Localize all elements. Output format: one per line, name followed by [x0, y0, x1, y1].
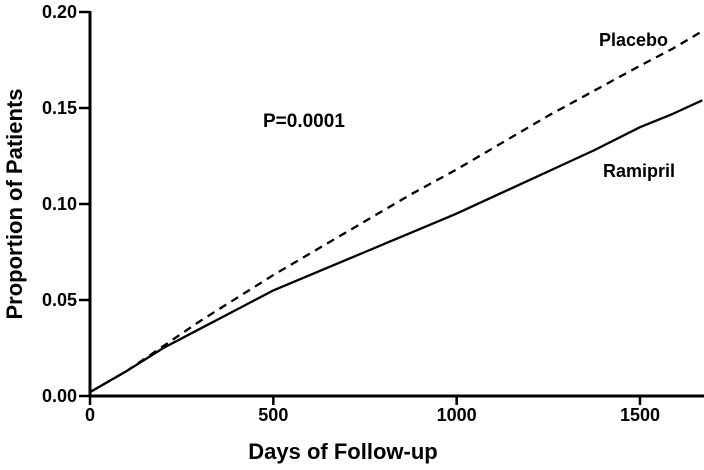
- y-tick-label: 0.00: [42, 386, 77, 406]
- y-tick-label: 0.20: [42, 2, 77, 22]
- placebo-curve: [89, 30, 703, 394]
- y-tick-label: 0.10: [42, 194, 77, 214]
- x-tick-label: 1000: [437, 405, 477, 425]
- placebo-series-label: Placebo: [599, 30, 668, 50]
- ramipril-curve: [89, 99, 703, 394]
- ramipril-series-label: Ramipril: [603, 161, 675, 181]
- x-tick-label: 1500: [620, 405, 660, 425]
- x-tick-label: 500: [258, 405, 288, 425]
- y-axis-title: Proportion of Patients: [2, 89, 27, 320]
- curves-group: [89, 30, 703, 394]
- x-axis-title: Days of Follow-up: [248, 439, 437, 464]
- pvalue-annotation: P=0.0001: [263, 111, 345, 132]
- y-tick-group: 0.00 0.05 0.10 0.15 0.20: [42, 2, 90, 406]
- x-tick-label: 0: [85, 405, 95, 425]
- y-tick-label: 0.05: [42, 290, 77, 310]
- y-tick-label: 0.15: [42, 98, 77, 118]
- x-tick-group: 0 500 1000 1500: [85, 396, 660, 425]
